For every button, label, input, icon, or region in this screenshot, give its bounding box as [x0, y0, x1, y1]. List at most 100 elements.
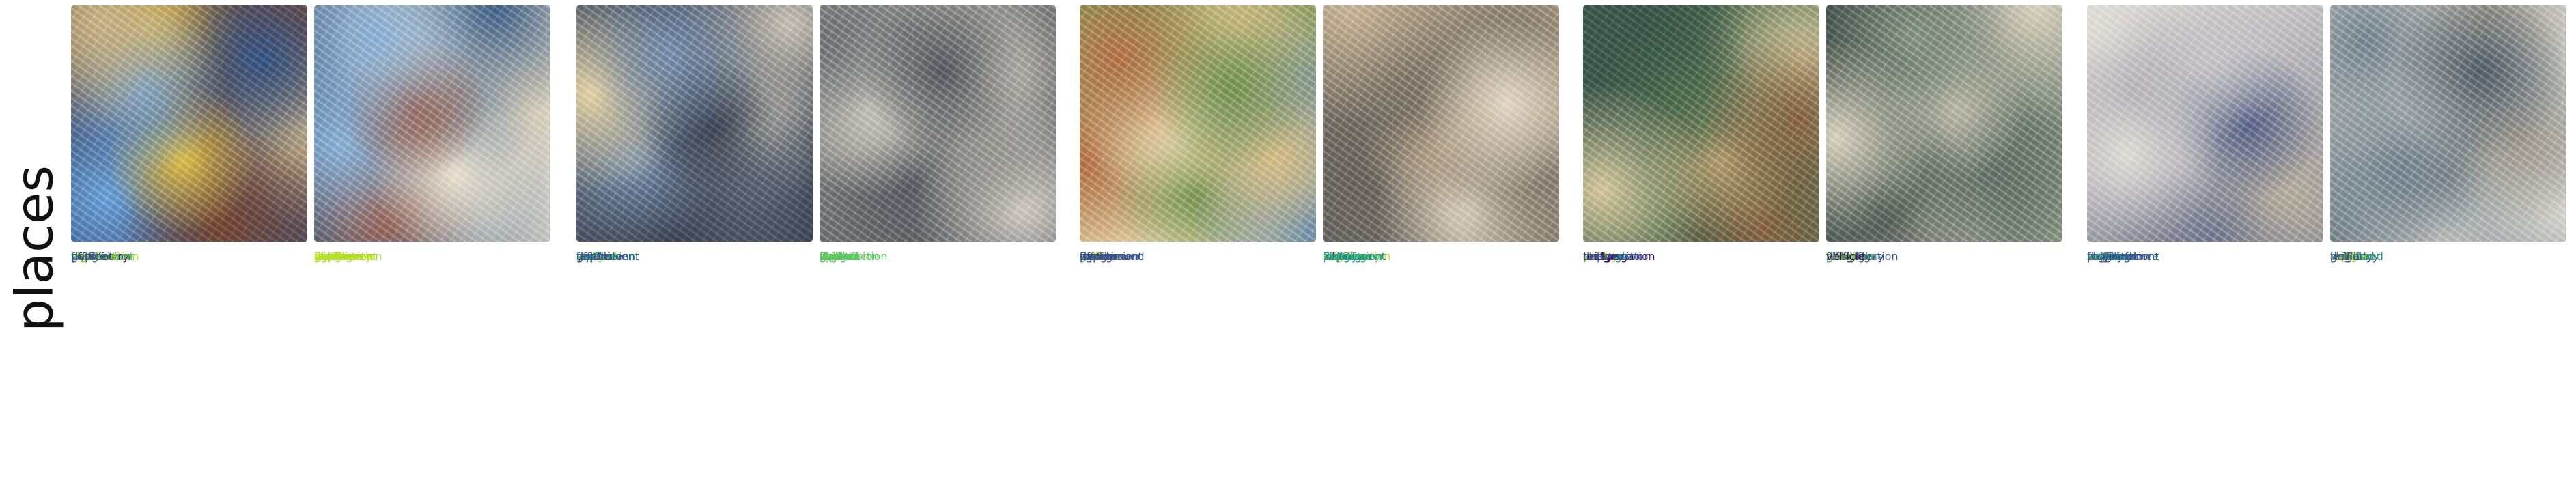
- word-cloud-term: experiment: [1323, 251, 1386, 263]
- word-cloud-term: image: [314, 251, 348, 263]
- word-cloud-term: impression: [820, 251, 880, 263]
- word-cloud-term: engine: [1323, 251, 1360, 263]
- word-cloud-term: signal: [71, 251, 104, 263]
- word-cloud-term: machinery: [71, 251, 129, 263]
- word-cloud-term: light: [1080, 251, 1104, 263]
- word-cloud-term: square: [1080, 251, 1117, 263]
- word-cloud-term: instance: [2087, 251, 2133, 263]
- word-cloud-term: instance: [1080, 251, 1126, 263]
- concept-group: stepcongregationpathlibraryhallstormvehi…: [1583, 5, 2062, 492]
- word-cloud-term: russia: [2330, 251, 2363, 263]
- word-cloud-term: status: [2330, 251, 2364, 263]
- feature-visualization-image: [2330, 5, 2566, 242]
- word-cloud-term: device: [576, 251, 613, 263]
- word-cloud-term: experiment: [314, 251, 377, 263]
- concept-group: machineryworkerfacilityproductionbuildin…: [2087, 5, 2566, 492]
- word-cloud-term: top: [2330, 251, 2349, 263]
- word-cloud-term: surface: [576, 251, 617, 263]
- visualization-pair: cellcenterdeviceconstructionhallwheelfor…: [1323, 5, 1559, 492]
- word-cloud-term: hall: [1323, 251, 1343, 263]
- word-cloud-term: datum: [314, 251, 350, 263]
- word-cloud-term: england: [2330, 251, 2375, 263]
- word-cloud-term: light: [314, 251, 339, 263]
- word-cloud-term: dust: [1080, 251, 1104, 263]
- word-cloud-term: item: [1826, 251, 1851, 263]
- word-cloud-term: impression: [71, 251, 131, 263]
- word-cloud-term: dream: [2330, 251, 2366, 263]
- feature-visualization-image: [71, 5, 307, 242]
- word-cloud-term: village: [1826, 251, 1862, 263]
- concept-group: fieldlightsurfaceinstancemotionglaswooda…: [1080, 5, 1559, 492]
- feature-visualization-image: [1583, 5, 1819, 242]
- feature-visualization-image: [1323, 5, 1559, 242]
- word-cloud-term: entrance: [1323, 251, 1372, 263]
- word-cloud-term: machinery: [1826, 251, 1884, 263]
- word-cloud-term: village: [1826, 251, 1862, 263]
- visualization-pair: populationhotelgermanystatusparktragedyr…: [2330, 5, 2566, 492]
- word-cloud: fieldanodeyardpassagedatumsurfaceconstru…: [314, 251, 550, 487]
- word-cloud-term: instance: [314, 251, 361, 263]
- word-cloud-term: congregation: [1826, 251, 1899, 263]
- word-cloud-term: paper: [1080, 251, 1112, 263]
- word-cloud-term: field: [1826, 251, 1850, 263]
- word-cloud: populationhotelgermanystatusparktragedyr…: [2330, 251, 2566, 487]
- row-label-text: places: [3, 165, 65, 332]
- word-cloud-term: surface: [314, 251, 355, 263]
- word-cloud-term: industry: [2087, 251, 2132, 263]
- word-cloud-term: germany: [2330, 251, 2379, 263]
- word-cloud-term: device: [1080, 251, 1116, 263]
- visualization-pair: constructionaircraftitemradiationvillage…: [1826, 5, 2062, 492]
- word-cloud-term: square: [576, 251, 614, 263]
- word-cloud-term: image: [1080, 251, 1114, 263]
- word-cloud-term: vehicle: [820, 251, 858, 263]
- word-cloud-term: ground: [576, 251, 615, 263]
- word-cloud-term: railroad: [1583, 251, 1625, 263]
- word-cloud-term: building: [1323, 251, 1367, 263]
- word-cloud-term: aircraft: [820, 251, 859, 263]
- feature-visualization-image: [2087, 5, 2323, 242]
- word-cloud-term: field: [71, 251, 95, 263]
- word-cloud-term: form: [1323, 251, 1349, 263]
- word-cloud-term: percent: [576, 251, 619, 263]
- word-cloud-term: experiment: [1080, 251, 1143, 263]
- word-cloud-term: effect: [576, 251, 608, 263]
- word-cloud-term: palmer: [2330, 251, 2369, 263]
- word-cloud-term: crowd: [1826, 251, 1860, 263]
- word-cloud-term: building: [2087, 251, 2131, 263]
- word-cloud-term: scale: [2087, 251, 2116, 263]
- word-cloud-term: glas: [314, 251, 337, 263]
- word-cloud-term: television: [71, 251, 124, 263]
- word-cloud-term: hell: [2330, 251, 2350, 263]
- word-cloud-term: device: [1323, 251, 1359, 263]
- word-cloud-term: datum: [576, 251, 612, 263]
- word-cloud-term: structure: [1323, 251, 1373, 263]
- word-cloud-term: expansion: [2087, 251, 2143, 263]
- row-label: places: [0, 0, 68, 497]
- word-cloud-term: share: [2087, 251, 2118, 263]
- word-cloud-term: construction: [820, 251, 888, 263]
- word-cloud-term: tragedy: [2330, 251, 2373, 263]
- word-cloud-term: machinery: [1323, 251, 1381, 263]
- word-cloud-term: land: [576, 251, 600, 263]
- word-cloud-term: process: [314, 251, 356, 263]
- word-cloud-term: bottle: [1080, 251, 1112, 263]
- word-cloud-term: condition: [1826, 251, 1877, 263]
- word-cloud-term: paper: [71, 251, 103, 263]
- word-cloud-term: wind: [576, 251, 602, 263]
- word-cloud-term: vehicle: [2087, 251, 2126, 263]
- word-cloud: constructioneffectexperimentgroundwindsq…: [576, 251, 813, 487]
- word-cloud-term: danger: [2330, 251, 2369, 263]
- word-cloud-term: image: [820, 251, 854, 263]
- word-cloud-term: percent: [71, 251, 113, 263]
- word-cloud-term: aid: [820, 251, 837, 263]
- word-cloud: machineryworkerfacilityproductionbuildin…: [2087, 251, 2323, 487]
- word-cloud-term: dust: [820, 251, 843, 263]
- word-cloud-term: fort: [1826, 251, 1846, 263]
- word-cloud-term: land: [314, 251, 338, 263]
- word-cloud-term: land: [1826, 251, 1850, 263]
- word-cloud-term: share: [820, 251, 850, 263]
- word-cloud-term: china: [2330, 251, 2360, 263]
- word-cloud-term: construction: [71, 251, 139, 263]
- word-cloud-term: facility: [2087, 251, 2124, 263]
- word-cloud-term: hall: [1583, 251, 1603, 263]
